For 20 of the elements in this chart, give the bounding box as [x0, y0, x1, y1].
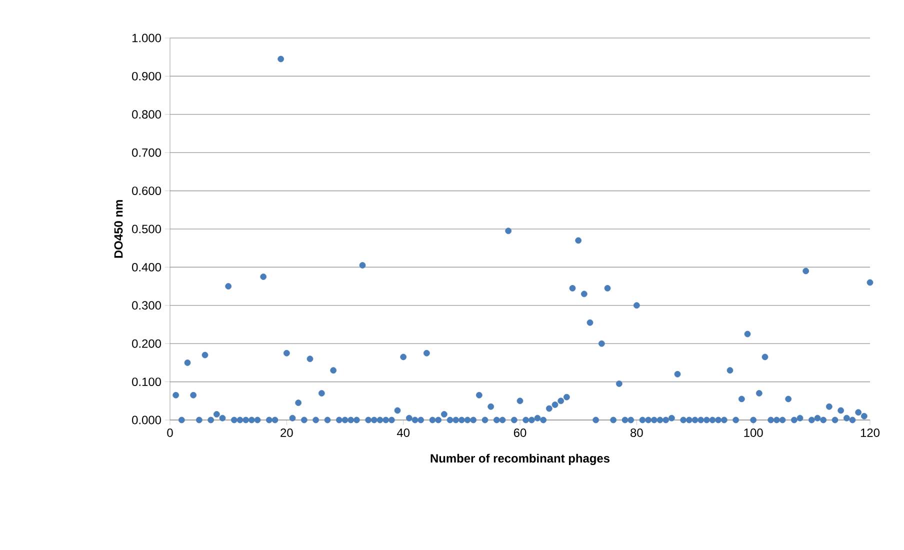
- y-tick-label: 1.000: [132, 34, 162, 42]
- x-tick-label: 0: [167, 428, 173, 437]
- y-tick-label: 0.500: [132, 224, 162, 234]
- x-tick-label: 60: [514, 428, 526, 437]
- y-tick-label: 0.900: [132, 72, 162, 80]
- y-tick-label: 0.700: [132, 148, 162, 157]
- y-tick-label: 0.300: [132, 301, 162, 310]
- x-tick-label: 100: [744, 428, 763, 437]
- x-tick-label: 40: [396, 428, 410, 437]
- x-tick-label: 20: [280, 428, 293, 437]
- x-axis-title: Number of recombinant phages: [430, 454, 610, 466]
- y-tick-label: 0.200: [132, 339, 162, 348]
- y-tick-label: 0.800: [132, 110, 162, 119]
- y-tick-label: 0.000: [132, 416, 162, 424]
- y-tick-label: 0.100: [132, 378, 162, 386]
- x-tick-label: 80: [630, 428, 643, 437]
- y-axis-title: DO450 nm: [114, 200, 123, 258]
- y-tick-label: 0.400: [132, 262, 162, 272]
- x-tick-label: 120: [860, 428, 880, 437]
- y-tick-label: 0.600: [132, 186, 162, 196]
